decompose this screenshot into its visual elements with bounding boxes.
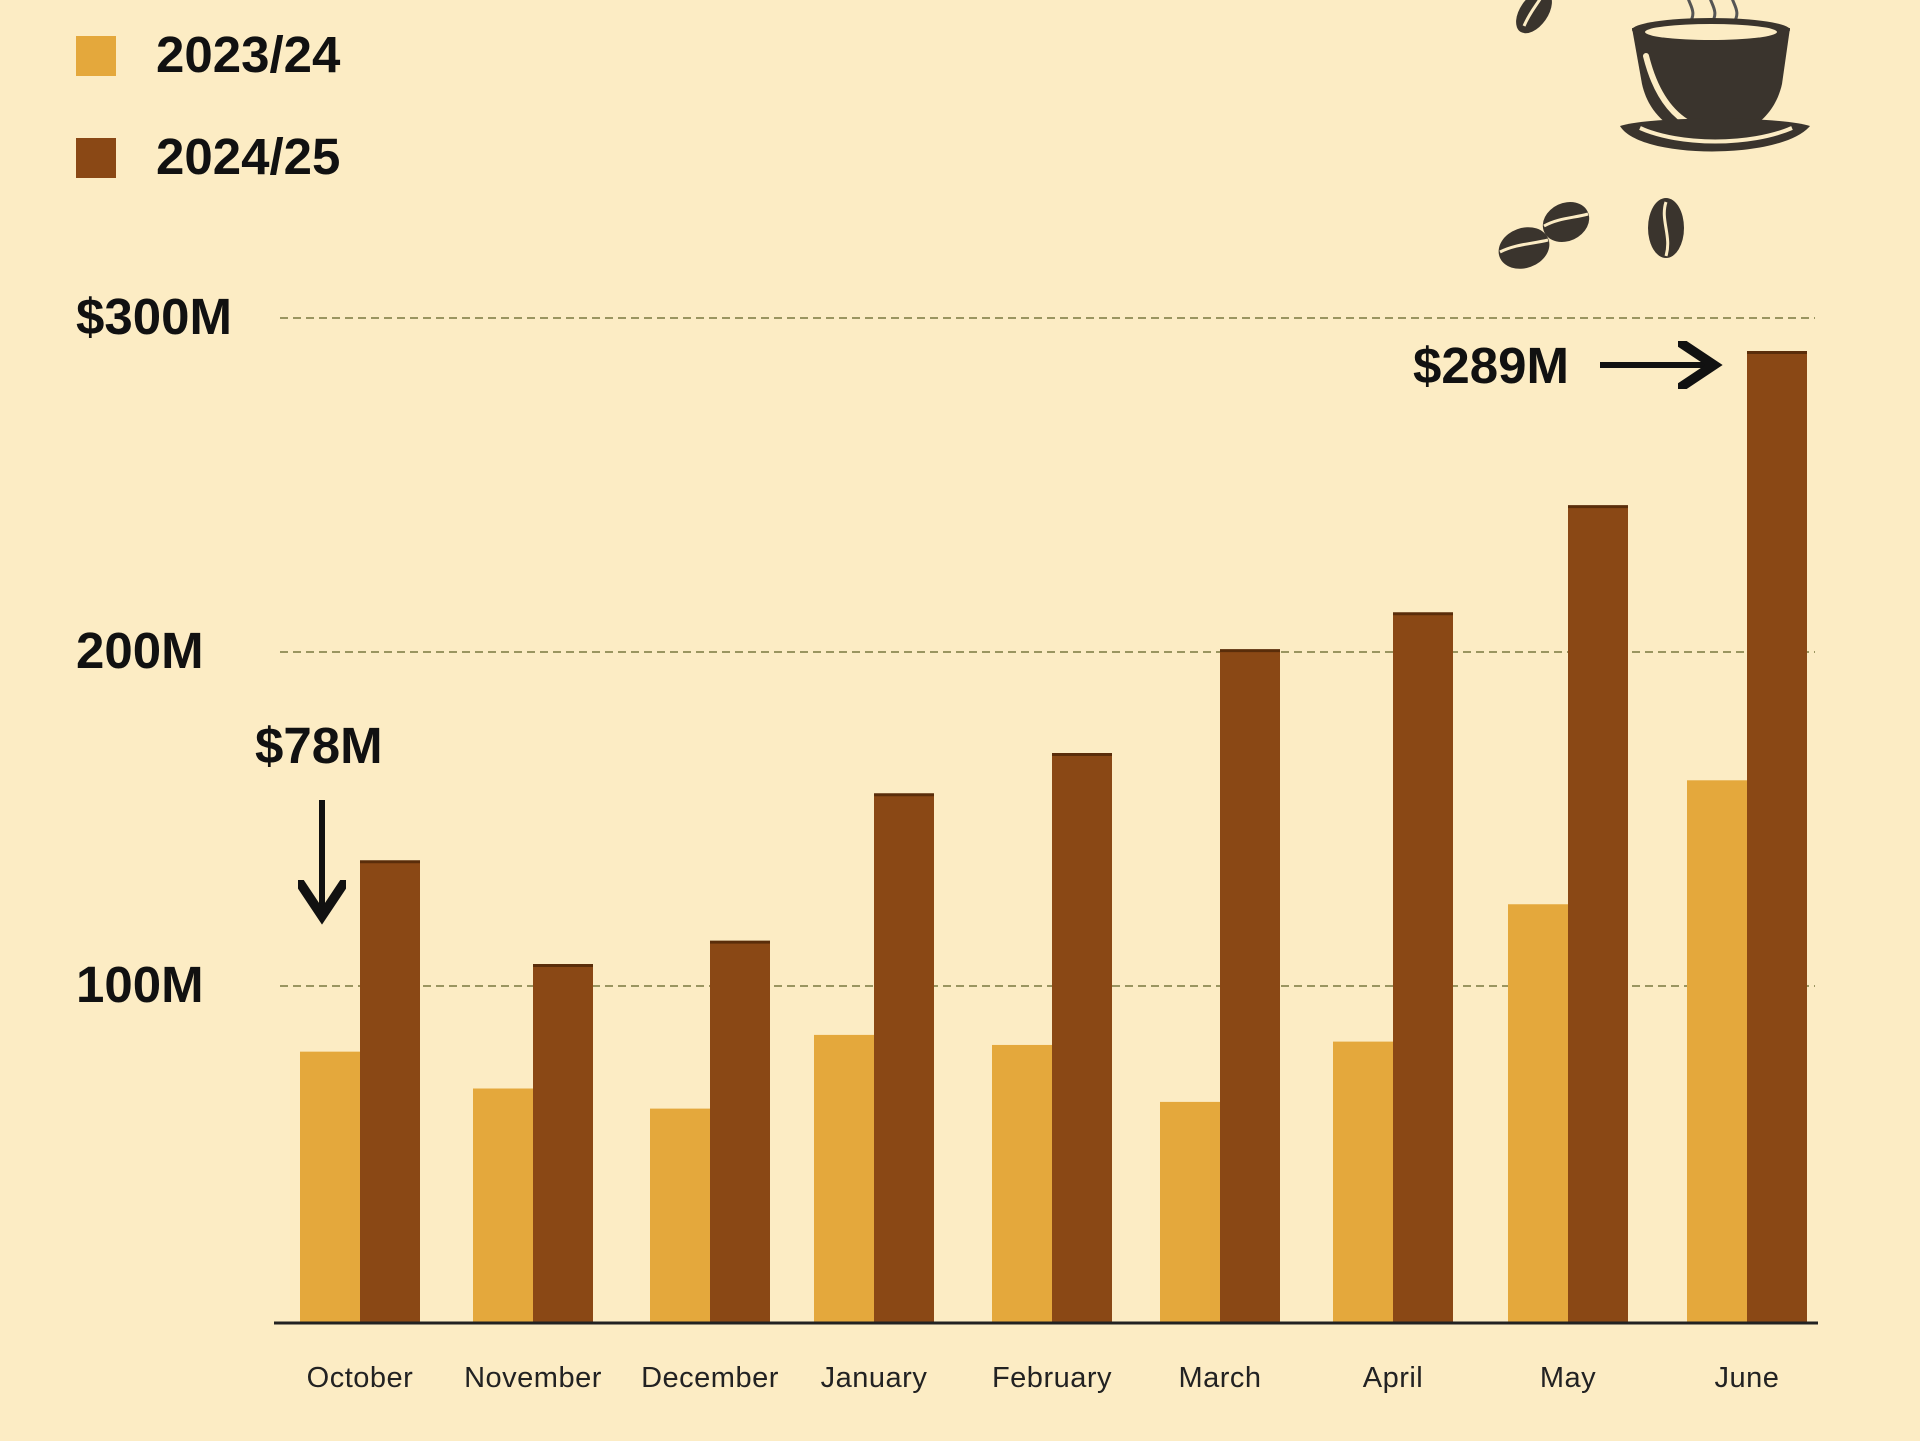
x-tick-label: October [307, 1362, 414, 1394]
bars [300, 351, 1807, 1324]
x-tick-label: April [1363, 1362, 1424, 1394]
bar-march-2023-24 [1160, 1101, 1220, 1323]
coffee-cup-and-beans-icon [1498, 0, 1810, 269]
bar-december-2024-25 [710, 941, 770, 1323]
x-tick-label: November [464, 1362, 602, 1394]
bar-april-2023-24 [1333, 1041, 1393, 1323]
legend-label: 2023/24 [156, 26, 341, 83]
y-tick-label: 200M [76, 622, 204, 679]
bar-february-2023-24 [992, 1044, 1052, 1323]
legend-swatch [76, 36, 116, 76]
bar-june-2024-25 [1747, 351, 1807, 1323]
x-tick-label: June [1715, 1362, 1780, 1394]
y-tick-label: 100M [76, 956, 204, 1013]
coffee-bean-icon [1498, 227, 1550, 269]
bar-october-2024-25 [360, 860, 420, 1323]
bar-november-2023-24 [473, 1088, 533, 1323]
y-tick-label: $300M [76, 288, 232, 345]
x-tick-label: February [992, 1362, 1112, 1394]
coffee-bean-icon [1542, 202, 1590, 242]
bar-november-2024-25 [533, 964, 593, 1323]
legend-item: 2023/24 [76, 26, 341, 83]
coffee-bean-icon [1516, 0, 1552, 34]
x-tick-label: May [1540, 1362, 1596, 1394]
bar-january-2024-25 [874, 793, 934, 1323]
annotation-june: $289M [1413, 337, 1708, 394]
bar-april-2024-25 [1393, 612, 1453, 1323]
x-tick-label: January [821, 1362, 928, 1394]
bar-february-2024-25 [1052, 753, 1112, 1323]
legend: 2023/24 2024/25 [76, 26, 341, 185]
x-axis-labels: October November December January Februa… [307, 1362, 1780, 1394]
x-tick-label: December [641, 1362, 779, 1394]
annotation-label: $78M [255, 717, 383, 774]
annotation-label: $289M [1413, 337, 1569, 394]
bar-january-2023-24 [814, 1034, 874, 1323]
bar-may-2023-24 [1508, 904, 1568, 1323]
annotation-october: $78M [255, 717, 383, 910]
bar-may-2024-25 [1568, 505, 1628, 1324]
bar-december-2023-24 [650, 1108, 710, 1323]
y-axis-labels: $300M 200M 100M [76, 288, 232, 1013]
bar-october-2023-24 [300, 1051, 360, 1323]
legend-label: 2024/25 [156, 128, 340, 185]
bar-march-2024-25 [1220, 649, 1280, 1323]
bar-june-2023-24 [1687, 780, 1747, 1323]
legend-item: 2024/25 [76, 128, 340, 185]
legend-swatch [76, 138, 116, 178]
coffee-bean-icon [1648, 198, 1684, 258]
x-tick-label: March [1178, 1362, 1261, 1394]
